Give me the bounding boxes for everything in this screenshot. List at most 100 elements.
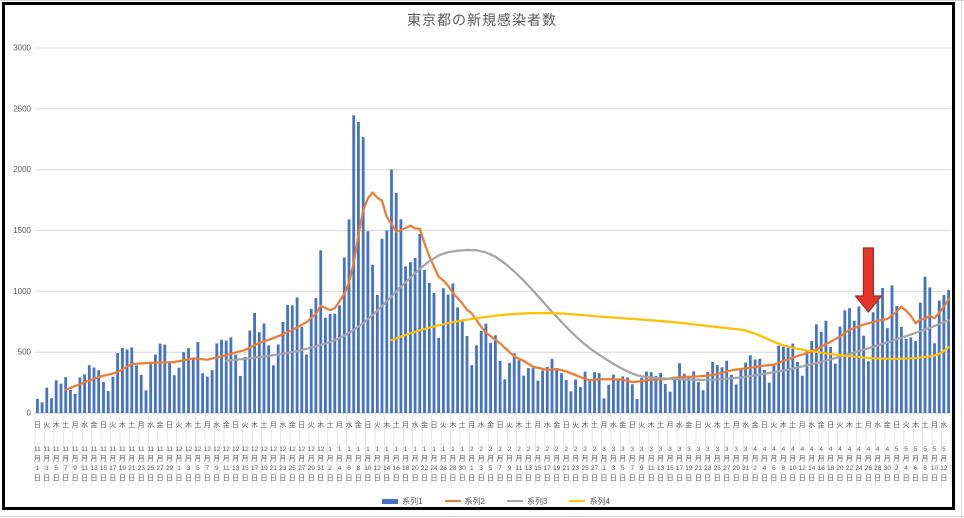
bar-系列1[interactable] — [163, 344, 167, 413]
bar-系列1[interactable] — [904, 338, 908, 413]
bar-系列1[interactable] — [130, 347, 134, 413]
bar-系列1[interactable] — [687, 376, 691, 413]
bar-系列1[interactable] — [848, 308, 851, 413]
bar-系列1[interactable] — [177, 367, 181, 413]
bar-系列1[interactable] — [267, 345, 271, 413]
bar-系列1[interactable] — [36, 398, 39, 413]
bar-系列1[interactable] — [399, 219, 403, 413]
bar-系列1[interactable] — [324, 317, 327, 413]
bar-系列1[interactable] — [654, 376, 658, 413]
bar-系列1[interactable] — [50, 398, 53, 413]
bar-系列1[interactable] — [248, 330, 252, 414]
bar-系列1[interactable] — [366, 231, 370, 413]
bar-系列1[interactable] — [838, 326, 842, 414]
bar-系列1[interactable] — [149, 364, 153, 413]
bar-系列1[interactable] — [390, 169, 393, 414]
bar-系列1[interactable] — [357, 122, 360, 413]
bar-系列1[interactable] — [413, 258, 417, 413]
bar-系列1[interactable] — [678, 363, 681, 413]
bar-系列1[interactable] — [272, 365, 275, 413]
bar-系列1[interactable] — [574, 379, 577, 414]
bar-系列1[interactable] — [819, 331, 823, 413]
bar-系列1[interactable] — [475, 345, 478, 413]
bar-系列1[interactable] — [257, 332, 261, 413]
bar-系列1[interactable] — [409, 262, 412, 413]
bar-系列1[interactable] — [333, 313, 337, 413]
bar-系列1[interactable] — [777, 345, 781, 414]
bar-系列1[interactable] — [78, 377, 82, 413]
bar-系列1[interactable] — [843, 310, 847, 413]
bar-系列1[interactable] — [172, 375, 176, 413]
bar-系列1[interactable] — [286, 305, 289, 413]
bar-系列1[interactable] — [579, 387, 582, 413]
bar-系列1[interactable] — [489, 342, 492, 413]
bar-系列1[interactable] — [923, 276, 927, 413]
bar-系列1[interactable] — [182, 352, 186, 413]
bar-系列1[interactable] — [871, 312, 875, 413]
bar-系列1[interactable] — [125, 349, 129, 414]
bar-系列1[interactable] — [937, 300, 941, 414]
chart-legend[interactable]: 系列1 系列2 系列3 系列4 — [14, 494, 964, 508]
bar-系列1[interactable] — [276, 344, 280, 414]
bar-系列1[interactable] — [560, 373, 563, 413]
bar-系列1[interactable] — [786, 347, 790, 413]
bar-系列1[interactable] — [404, 266, 407, 414]
bar-系列1[interactable] — [187, 348, 190, 413]
bar-系列1[interactable] — [59, 383, 63, 413]
chart-title[interactable]: 東京都の新規感染者数 — [407, 12, 557, 28]
bar-系列1[interactable] — [484, 323, 488, 413]
red-arrow-annotation[interactable] — [854, 247, 883, 313]
bar-系列1[interactable] — [465, 336, 469, 413]
bar-系列1[interactable] — [309, 308, 313, 413]
bar-系列1[interactable] — [673, 376, 677, 414]
bar-系列1[interactable] — [867, 361, 870, 413]
bar-系列1[interactable] — [649, 372, 653, 413]
bar-系列1[interactable] — [191, 358, 195, 413]
bar-系列1[interactable] — [64, 377, 68, 413]
bar-系列1[interactable] — [106, 391, 110, 413]
bar-系列1[interactable] — [857, 306, 861, 413]
legend-item-系列3[interactable]: 系列3 — [507, 496, 547, 507]
bar-系列1[interactable] — [451, 283, 455, 414]
bar-系列1[interactable] — [711, 361, 714, 413]
bar-系列1[interactable] — [121, 348, 124, 413]
bar-系列1[interactable] — [243, 357, 247, 413]
bar-系列1[interactable] — [909, 337, 913, 413]
bar-系列1[interactable] — [545, 367, 549, 413]
bar-系列1[interactable] — [607, 384, 611, 413]
bar-系列1[interactable] — [73, 393, 77, 413]
bar-系列1[interactable] — [796, 361, 799, 413]
bar-系列1[interactable] — [111, 376, 115, 413]
bar-系列1[interactable] — [224, 340, 228, 413]
bar-系列1[interactable] — [460, 319, 464, 413]
bar-系列1[interactable] — [541, 370, 544, 413]
bar-系列1[interactable] — [262, 323, 266, 414]
bar-系列1[interactable] — [725, 360, 729, 413]
bar-系列1[interactable] — [626, 377, 629, 413]
bar-系列1[interactable] — [593, 372, 596, 413]
bar-系列1[interactable] — [347, 219, 351, 413]
bar-系列1[interactable] — [720, 367, 724, 413]
bar-系列1[interactable] — [569, 391, 573, 413]
bar-系列1[interactable] — [645, 371, 648, 413]
bar-系列1[interactable] — [97, 370, 101, 413]
legend-item-系列1[interactable]: 系列1 — [382, 496, 423, 507]
line-series-系列3[interactable] — [225, 248, 950, 382]
bar-系列1[interactable] — [234, 354, 238, 413]
bar-系列1[interactable] — [338, 305, 341, 413]
bar-系列1[interactable] — [597, 373, 601, 413]
bar-系列1[interactable] — [640, 377, 644, 413]
bar-系列1[interactable] — [602, 398, 606, 413]
bar-系列1[interactable] — [281, 322, 285, 413]
bar-系列1[interactable] — [446, 294, 450, 413]
bar-系列1[interactable] — [933, 343, 936, 413]
bar-系列1[interactable] — [630, 384, 634, 413]
bar-系列1[interactable] — [229, 337, 233, 413]
bar-系列1[interactable] — [371, 264, 374, 413]
bar-系列1[interactable] — [380, 238, 384, 413]
bar-系列1[interactable] — [418, 234, 422, 413]
bar-系列1[interactable] — [87, 365, 91, 413]
chart-frame[interactable] — [2, 2, 955, 510]
bar-系列1[interactable] — [692, 371, 696, 413]
